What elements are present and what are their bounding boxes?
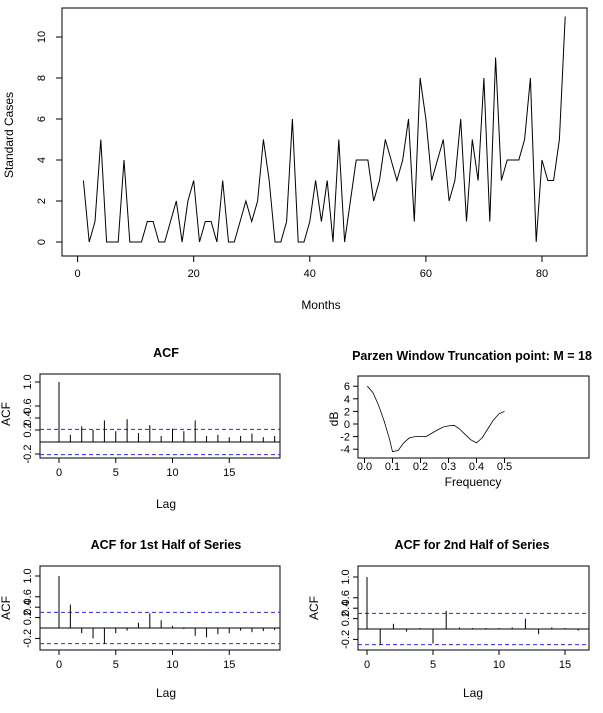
main-x-tick-label: 0	[75, 268, 81, 280]
main-plot-frame	[61, 7, 588, 257]
main-y-tick-label: 0	[36, 239, 48, 245]
acf-y-tick-label: 0.4	[22, 600, 34, 615]
acf-y-tick-label: 0.6	[22, 398, 34, 413]
parzen-plot-frame	[357, 375, 590, 459]
acf2-plot-frame	[357, 565, 590, 651]
acf-y-tick-label: 0.6	[340, 590, 352, 605]
acf-x-tick-label: 15	[223, 467, 235, 479]
acf-x-tick-label: 15	[559, 659, 571, 671]
main-chart: 0 20 40 60 80 0 2 4 6 8 10 Months Standard Cases	[2, 7, 588, 312]
acf2-chart: ACF for 2nd Half of Series 0 5 10 15 -0.2 0.2…	[307, 538, 590, 700]
acf-x-axis-label: Lag	[156, 497, 176, 511]
parzen-x-tick-label: 0.0	[357, 461, 372, 473]
acf1-chart: ACF for 1st Half of Series 0 5 10 15 -0.2 0.2…	[0, 538, 281, 700]
acf-chart: ACF 0 5 10 15 -0.2 0.20.40.6 1.0 Lag ACF	[0, 346, 281, 511]
acf-x-tick-label: 15	[223, 659, 235, 671]
main-x-tick-label: 20	[188, 268, 200, 280]
main-y-axis-label: Standard Cases	[2, 92, 16, 178]
main-y-tick-label: 10	[36, 31, 48, 43]
parzen-spectrum-line	[367, 385, 505, 453]
acf-y-tick-label: 0.2	[340, 611, 352, 626]
acf-y-tick-label: -0.2	[22, 629, 34, 648]
acf-x-tick-label: 5	[113, 467, 119, 479]
acf-y-axis-label: ACF	[0, 402, 13, 426]
acf-x-tick-label: 10	[166, 659, 178, 671]
acf-plot-frame	[39, 373, 281, 459]
acf-x-tick-label: 10	[493, 659, 505, 671]
parzen-x-tick-label: 0.1	[385, 461, 400, 473]
main-x-tick-label: 40	[304, 268, 316, 280]
acf-x-tick-label: 0	[56, 467, 62, 479]
parzen-title: Parzen Window Truncation point: M = 18	[352, 349, 592, 363]
parzen-x-tick-label: 0.5	[497, 461, 512, 473]
acf-y-tick-label: 0.4	[340, 601, 352, 616]
main-x-tick-label: 80	[536, 268, 548, 280]
main-y-tick-label: 4	[36, 157, 48, 163]
acf-y-tick-label: 0.2	[22, 422, 34, 437]
acf-y-tick-label: 0.4	[22, 410, 34, 425]
acf-y-tick-label: 1.0	[22, 374, 34, 389]
acf-y-tick-label: -0.2	[22, 445, 34, 464]
main-y-tick-label: 6	[36, 116, 48, 122]
acf1-x-axis-label: Lag	[156, 686, 176, 700]
acf2-title: ACF for 2nd Half of Series	[395, 538, 550, 552]
main-x-axis: 0 20 40 60 80	[75, 255, 548, 280]
acf-x-tick-label: 0	[56, 659, 62, 671]
parzen-y-axis-label: dB	[327, 412, 341, 427]
acf-x-tick-label: 5	[430, 659, 436, 671]
acf1-body: 0 5 10 15 -0.2 0.20.40.6 1.0	[22, 568, 280, 671]
main-x-axis-label: Months	[301, 298, 340, 312]
acf-x-tick-label: 10	[166, 467, 178, 479]
parzen-y-tick-label: -4	[340, 444, 350, 456]
parzen-y-tick-label: -2	[340, 432, 350, 444]
acf-y-tick-label: 0.6	[22, 589, 34, 604]
acf-x-tick-label: 5	[113, 659, 119, 671]
main-x-tick-label: 60	[420, 268, 432, 280]
acf2-y-axis-label: ACF	[307, 596, 321, 620]
main-series-layer	[82, 16, 566, 243]
parzen-y-tick-label: 6	[344, 381, 350, 393]
main-y-tick-label: 2	[36, 198, 48, 204]
parzen-x-tick-label: 0.2	[413, 461, 428, 473]
acf1-y-axis-label: ACF	[0, 596, 13, 620]
acf-x-tick-label: 0	[364, 659, 370, 671]
acf-y-tick-label: -0.2	[340, 630, 352, 649]
acf-y-tick-label: 1.0	[22, 568, 34, 583]
main-series-line	[82, 16, 566, 243]
parzen-x-axis-label: Frequency	[445, 475, 502, 489]
acf-title: ACF	[153, 346, 179, 360]
acf1-plot-frame	[39, 565, 281, 651]
acf2-body: 0 5 10 15 -0.2 0.20.40.6 1.0	[340, 569, 589, 671]
parzen-x-tick-label: 0.4	[469, 461, 484, 473]
acf-y-tick-label: 0.2	[22, 610, 34, 625]
parzen-y-tick-label: 0	[344, 419, 350, 431]
parzen-y-tick-label: 4	[344, 394, 350, 406]
parzen-chart: Parzen Window Truncation point: M = 18 0…	[327, 349, 592, 489]
acf-body: 0 5 10 15 -0.2 0.20.40.6 1.0	[22, 374, 280, 479]
acf-y-tick-label: 1.0	[340, 569, 352, 584]
parzen-y-tick-label: 2	[344, 406, 350, 418]
parzen-x-tick-label: 0.3	[441, 461, 456, 473]
acf2-x-axis-label: Lag	[463, 686, 483, 700]
acf1-title: ACF for 1st Half of Series	[91, 538, 242, 552]
main-y-axis: 0 2 4 6 8 10	[36, 31, 63, 245]
main-y-tick-label: 8	[36, 75, 48, 81]
